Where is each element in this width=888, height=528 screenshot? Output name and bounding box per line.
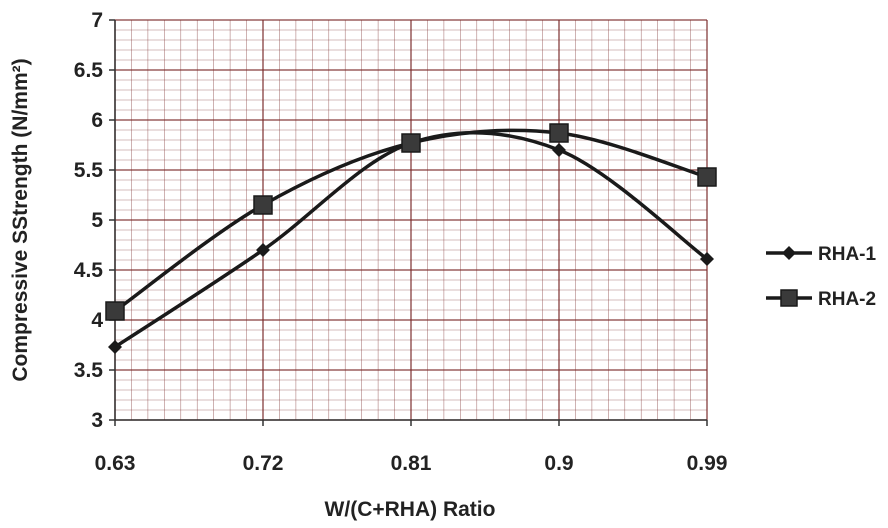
y-tick-label: 4 — [91, 309, 103, 332]
legend-marker-square — [781, 290, 797, 306]
legend-item-rha-2: RHA-2 — [766, 289, 876, 310]
legend: RHA-1 RHA-2 — [766, 244, 876, 310]
data-point-rha-2 — [254, 196, 272, 214]
legend-item-rha-1: RHA-1 — [766, 244, 876, 265]
x-tick-label: 0.63 — [95, 452, 136, 475]
y-tick-label: 5 — [91, 209, 103, 232]
data-point-rha-2 — [402, 134, 420, 152]
y-tick-label: 6 — [91, 109, 103, 132]
data-point-rha-2 — [550, 124, 568, 142]
data-point-rha-2 — [698, 168, 716, 186]
legend-label-rha-1: RHA-1 — [818, 244, 876, 265]
grid — [115, 20, 707, 420]
data-point-rha-1 — [552, 143, 566, 157]
tick-labels: 3 3.5 4 4.5 5 5.5 6 6.5 7 0.63 0.72 0.81 0.9 0.99 — [74, 9, 728, 475]
legend-label-rha-2: RHA-2 — [818, 289, 876, 310]
x-tick-label: 0.72 — [243, 452, 284, 475]
y-tick-label: 7 — [91, 9, 103, 32]
x-tick-label: 0.99 — [687, 452, 728, 475]
data-point-rha-2 — [106, 302, 124, 320]
x-tick-label: 0.81 — [391, 452, 432, 475]
x-axis-title: W/(C+RHA) Ratio — [325, 498, 496, 521]
y-tick-label: 5.5 — [74, 159, 104, 182]
y-tick-label: 6.5 — [74, 59, 104, 82]
y-axis-title: Compressive SStrength (N/mm²) — [9, 58, 32, 381]
axes — [109, 20, 707, 426]
y-tick-label: 3 — [91, 409, 103, 432]
y-tick-label: 3.5 — [74, 359, 104, 382]
legend-marker-diamond — [782, 246, 796, 260]
x-tick-label: 0.9 — [544, 452, 573, 475]
y-tick-label: 4.5 — [74, 259, 104, 282]
